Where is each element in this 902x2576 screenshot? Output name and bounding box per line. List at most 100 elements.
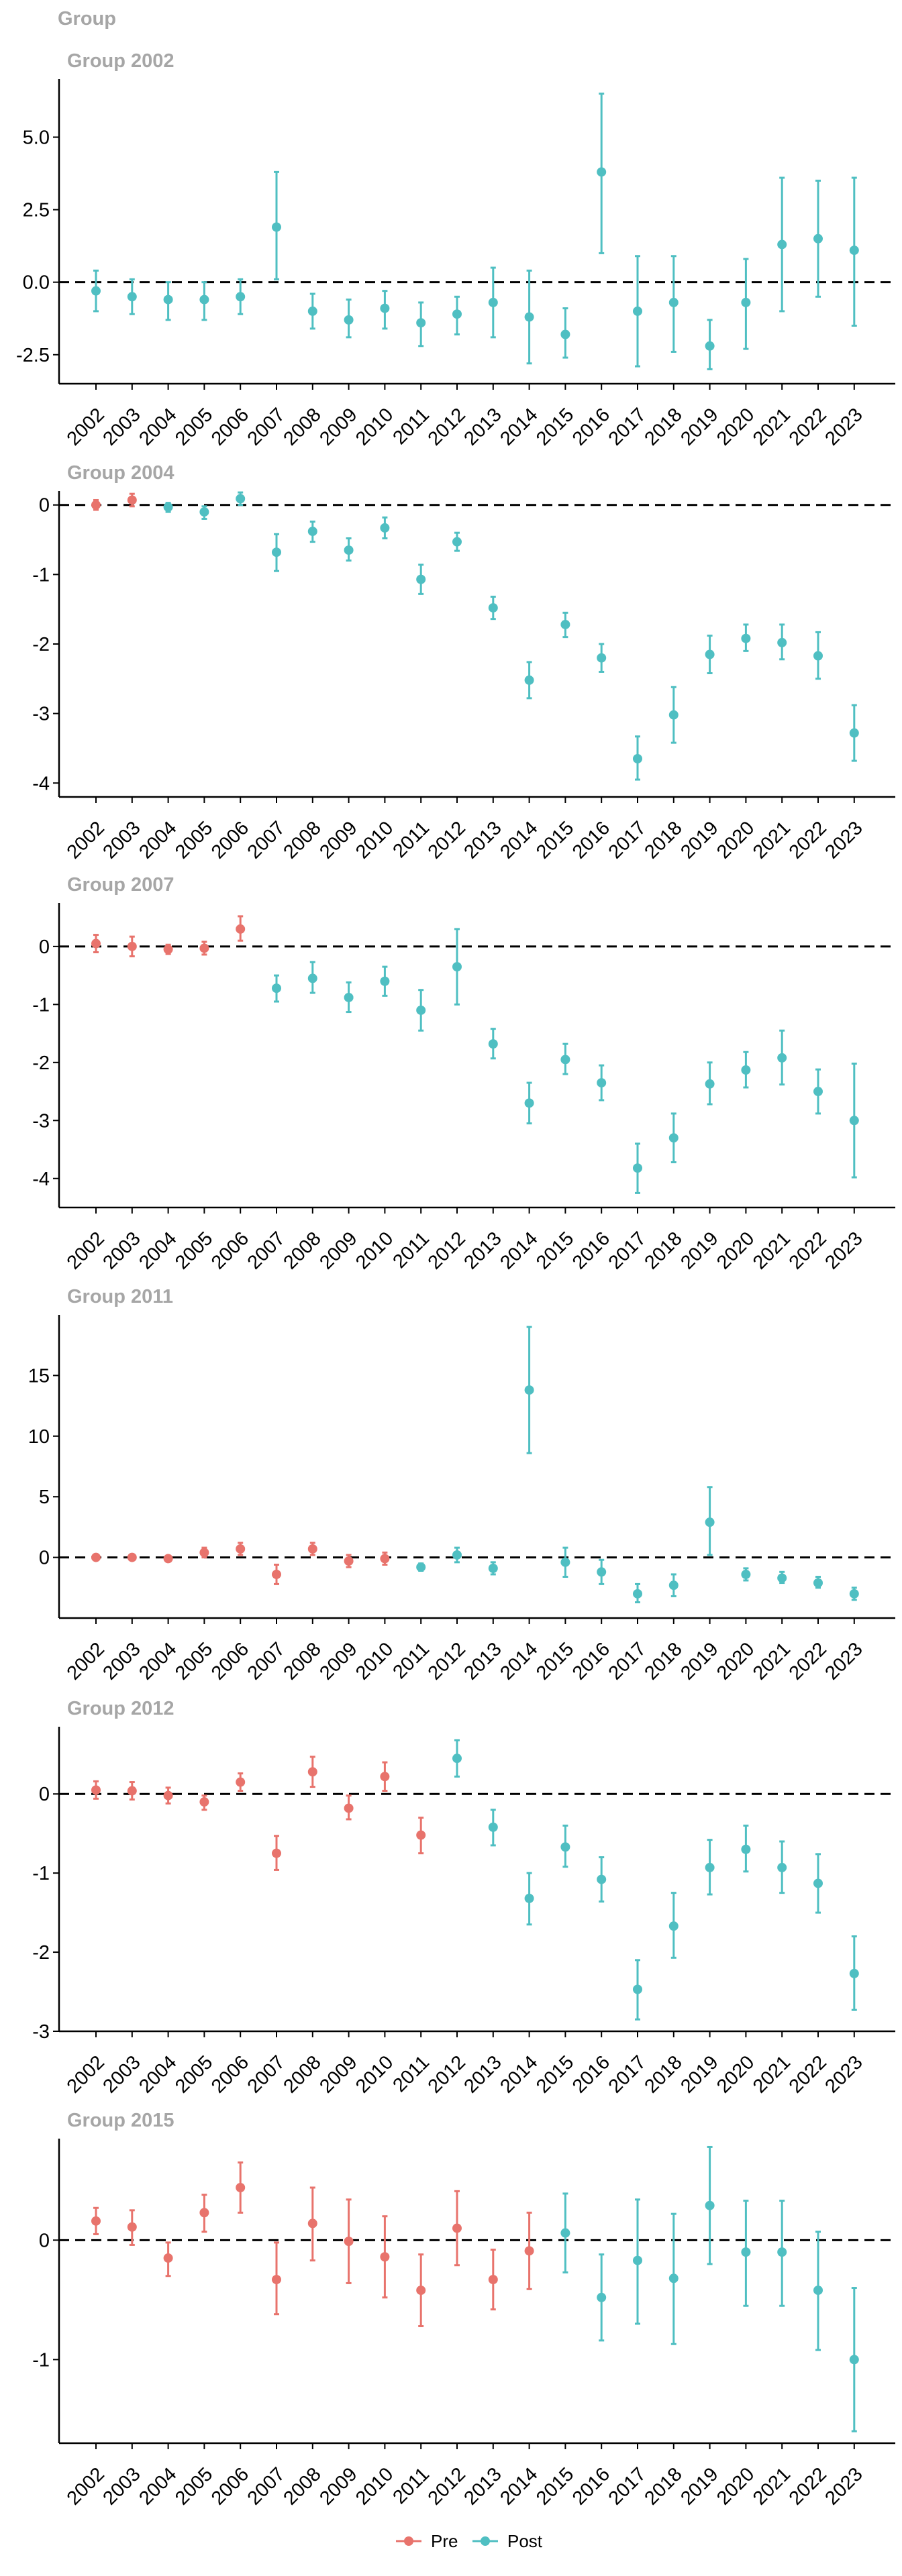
data-point xyxy=(416,1005,426,1015)
data-point xyxy=(488,1822,498,1832)
y-tick-label: -1 xyxy=(32,2349,50,2371)
x-tick-label: 2023 xyxy=(821,1228,867,1273)
x-tick-label: 2013 xyxy=(460,1638,506,1684)
data-point xyxy=(199,2208,209,2218)
data-point xyxy=(272,1848,281,1858)
data-point xyxy=(668,1580,679,1591)
legend-key-point xyxy=(404,2536,413,2546)
panel-title: Group 2012 xyxy=(67,1698,174,1719)
x-tick-label: 2009 xyxy=(315,1228,361,1273)
x-tick-label: 2012 xyxy=(424,2051,470,2097)
data-point xyxy=(416,1562,426,1572)
x-tick-label: 2018 xyxy=(641,817,687,863)
data-point xyxy=(488,297,498,307)
x-tick-label: 2012 xyxy=(424,2463,470,2509)
legend-label: Post xyxy=(507,2531,543,2551)
panel-title: Group 2011 xyxy=(67,1286,173,1307)
x-tick-label: 2015 xyxy=(532,1638,578,1684)
data-point xyxy=(668,1921,679,1931)
data-point xyxy=(668,297,679,307)
x-tick-label: 2007 xyxy=(244,817,289,863)
data-point xyxy=(380,1554,390,1564)
x-tick-label: 2021 xyxy=(749,817,795,863)
x-tick-label: 2010 xyxy=(352,404,397,449)
data-point xyxy=(91,1552,101,1562)
data-point xyxy=(236,924,246,934)
x-tick-label: 2009 xyxy=(315,2463,361,2509)
x-tick-label: 2004 xyxy=(135,817,181,863)
data-point xyxy=(597,1078,607,1088)
x-tick-label: 2015 xyxy=(532,2051,578,2097)
x-tick-label: 2013 xyxy=(460,2463,506,2509)
x-tick-label: 2019 xyxy=(676,1228,722,1273)
data-point xyxy=(705,1079,715,1089)
data-point xyxy=(849,1968,859,1978)
data-point xyxy=(236,494,246,504)
data-point xyxy=(344,1556,354,1566)
x-tick-label: 2008 xyxy=(280,2463,325,2509)
data-point xyxy=(633,1163,642,1173)
x-tick-label: 2023 xyxy=(821,817,867,863)
data-point xyxy=(127,941,137,951)
data-point xyxy=(307,527,317,537)
x-tick-label: 2016 xyxy=(568,1228,614,1273)
y-tick-label: 15 xyxy=(28,1365,50,1387)
x-tick-label: 2017 xyxy=(605,2051,650,2097)
x-tick-label: 2011 xyxy=(389,2051,434,2096)
data-point xyxy=(199,507,209,517)
data-point xyxy=(668,2273,679,2284)
data-point xyxy=(416,318,426,328)
x-tick-label: 2011 xyxy=(389,2463,434,2508)
data-point xyxy=(813,2286,823,2296)
y-tick-label: 0 xyxy=(39,1784,50,1805)
x-tick-label: 2020 xyxy=(713,2051,758,2097)
x-tick-label: 2018 xyxy=(641,1638,687,1684)
data-point xyxy=(344,992,354,1002)
x-tick-label: 2003 xyxy=(99,404,145,449)
x-tick-label: 2004 xyxy=(135,2051,181,2097)
series-post xyxy=(560,2145,859,2432)
data-point xyxy=(127,1786,137,1796)
data-point xyxy=(849,246,859,256)
series-pre xyxy=(91,915,246,958)
data-point xyxy=(633,1984,642,1994)
data-point xyxy=(307,1544,317,1554)
data-point xyxy=(344,2237,354,2247)
data-point xyxy=(163,1790,173,1801)
data-point xyxy=(849,2355,859,2365)
x-tick-label: 2005 xyxy=(171,2463,217,2509)
data-point xyxy=(452,1550,462,1560)
data-point xyxy=(597,167,607,177)
x-tick-label: 2002 xyxy=(63,2463,109,2509)
data-point xyxy=(488,603,498,613)
x-tick-label: 2002 xyxy=(63,1638,109,1684)
panel-title: Group 2007 xyxy=(67,874,174,896)
data-point xyxy=(307,973,317,983)
x-tick-label: 2015 xyxy=(532,404,578,449)
x-tick-label: 2021 xyxy=(749,404,795,449)
data-point xyxy=(416,2286,426,2296)
y-tick-label: 10 xyxy=(28,1426,50,1448)
data-point xyxy=(813,651,823,661)
data-point xyxy=(127,2222,137,2232)
panel-3: Group 2007-4-3-2-10200220032004200520062… xyxy=(32,874,895,1274)
data-point xyxy=(633,754,642,763)
data-point xyxy=(560,1842,570,1852)
x-tick-label: 2014 xyxy=(496,2051,542,2097)
x-tick-label: 2009 xyxy=(315,2051,361,2097)
data-point xyxy=(91,2216,101,2226)
x-tick-label: 2013 xyxy=(460,1228,506,1273)
x-tick-label: 2003 xyxy=(99,817,145,863)
x-tick-label: 2008 xyxy=(280,2051,325,2097)
data-point xyxy=(633,2255,642,2265)
x-tick-label: 2019 xyxy=(676,2051,722,2097)
x-tick-label: 2006 xyxy=(207,1228,253,1273)
x-tick-label: 2014 xyxy=(496,1228,542,1273)
x-tick-label: 2005 xyxy=(171,1638,217,1684)
x-tick-label: 2012 xyxy=(424,1228,470,1273)
data-point xyxy=(127,1552,137,1562)
x-tick-label: 2013 xyxy=(460,2051,506,2097)
data-point xyxy=(705,1862,715,1872)
x-tick-label: 2022 xyxy=(785,2051,831,2097)
